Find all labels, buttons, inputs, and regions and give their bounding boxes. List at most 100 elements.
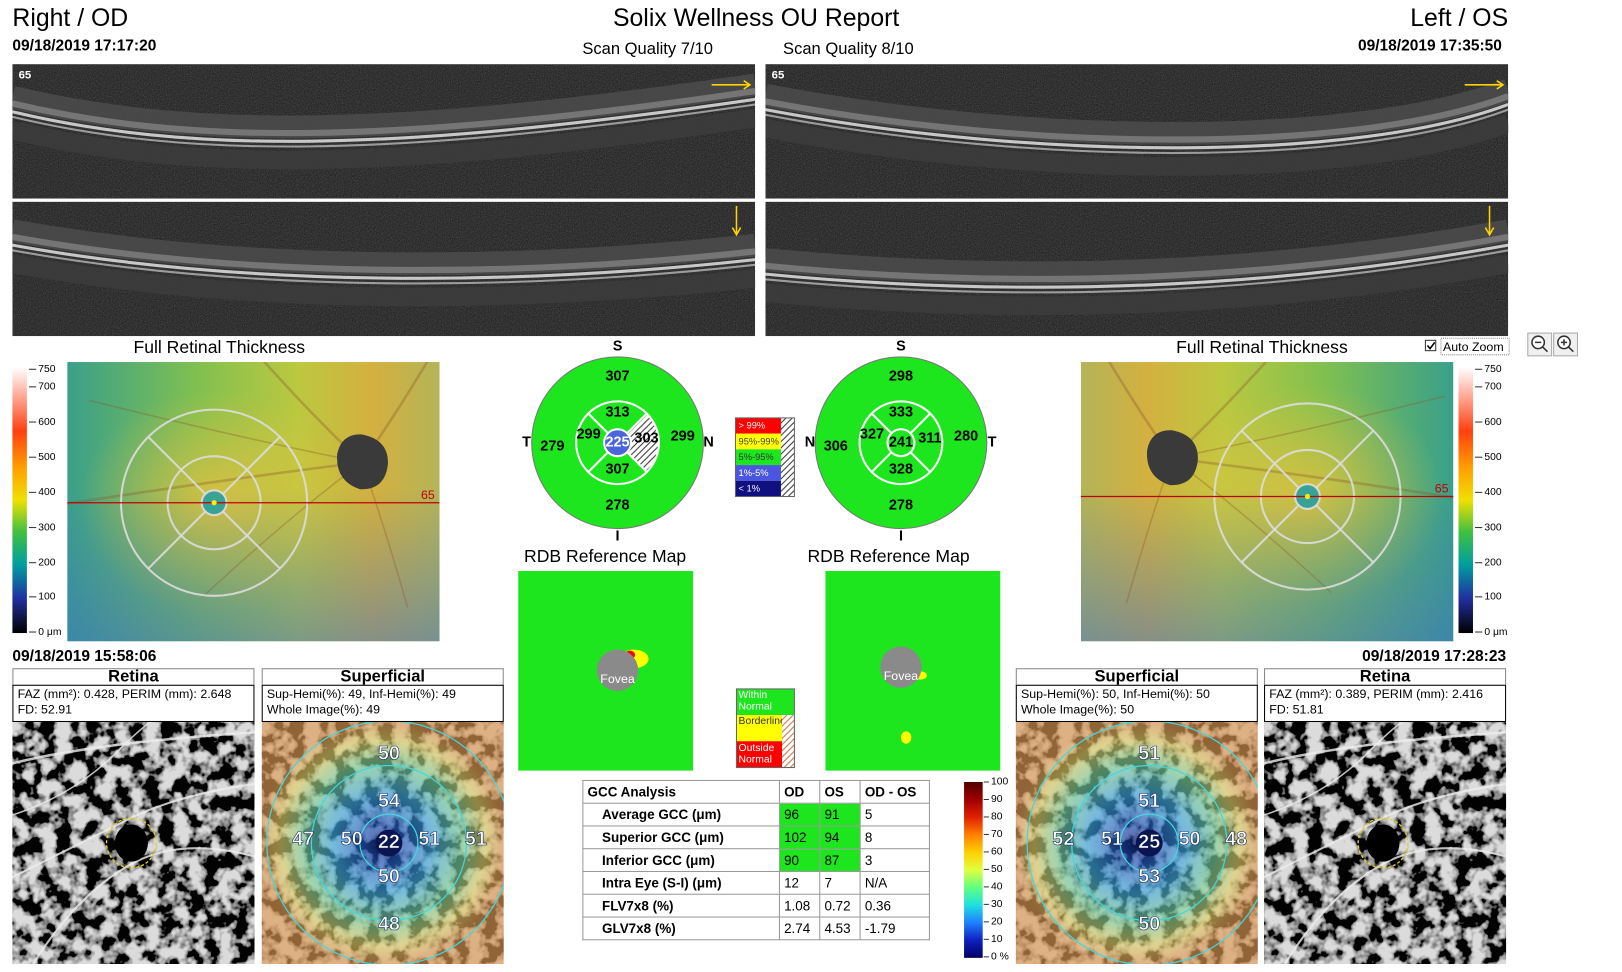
panel-header: Superficial <box>1015 668 1258 686</box>
zoom-out[interactable] <box>1527 332 1553 357</box>
density-value: 48 <box>1225 828 1247 850</box>
scan-arrow <box>1464 80 1505 90</box>
colorbar-label: 300 <box>38 522 55 533</box>
fovea-label: Fovea <box>600 672 635 686</box>
bscan: 65 <box>765 64 1509 199</box>
etdrs-divider <box>1240 429 1300 489</box>
vessel <box>1264 731 1507 765</box>
sector-value: 299 <box>671 428 695 444</box>
colorbar-label: 500 <box>38 452 55 463</box>
colorbar-label: 60 <box>991 847 1003 858</box>
sector-divider <box>587 412 609 434</box>
colorbar-label: 100 <box>991 777 1008 788</box>
report-title: Solix Wellness OU Report <box>613 5 899 32</box>
retina-layer <box>765 219 1509 285</box>
info-line: Whole Image(%): 49 <box>266 702 381 717</box>
gcc-header-cell: OS <box>819 779 861 804</box>
os-thickness-title: Full Retinal Thickness <box>1176 337 1348 357</box>
scan-line-label: 65 <box>421 488 435 502</box>
legend-hatch <box>782 741 795 768</box>
vessel <box>12 722 158 816</box>
density-value: 25 <box>1138 831 1160 853</box>
icon <box>1560 339 1574 353</box>
etdrs-divider <box>222 436 281 495</box>
sector-value: 303 <box>634 430 658 446</box>
bscan <box>765 201 1509 337</box>
retina-layer <box>765 79 1509 145</box>
sector-label: T <box>522 435 531 451</box>
retina-layer <box>765 103 1509 150</box>
sector-hatched <box>627 413 659 472</box>
faz-outline <box>1357 817 1409 869</box>
optic-disc <box>337 434 388 490</box>
retina-layer <box>12 87 756 137</box>
legend-swatch <box>735 449 781 466</box>
retina-layer <box>12 219 756 276</box>
info-line: FD: 52.91 <box>17 702 73 717</box>
colorbar-label: 90 <box>991 794 1003 805</box>
gcc-cell: N/A <box>859 870 930 895</box>
sector-value: 279 <box>540 439 564 455</box>
auto-zoom-label[interactable]: Auto Zoom <box>1443 340 1504 354</box>
retina-layer <box>765 243 1509 289</box>
colorbar-label: 0 μm <box>38 627 61 638</box>
gcc-row: Inferior GCC (μm) 90 87 3 <box>582 848 930 872</box>
etdrs-divider <box>147 436 207 495</box>
sector-value: 278 <box>889 498 913 514</box>
scan-arrow <box>731 205 742 237</box>
gcc-row: Superior GCC (μm) 102 94 8 <box>582 825 930 850</box>
info-box: Sup-Hemi(%): 49, Inf-Hemi(%): 49 Whole Im… <box>261 684 504 723</box>
legend-swatch <box>735 465 781 481</box>
angio-retina <box>12 722 255 965</box>
gcc-cell: -1.79 <box>859 916 930 941</box>
sector-center <box>603 428 633 458</box>
vessel <box>1171 395 1446 459</box>
gcc-cell: FLV7x8 (%) <box>582 893 780 918</box>
optic-disc <box>1146 430 1198 486</box>
info-line: FAZ (mm²): 0.428, PERIM (mm): 2.648 <box>17 686 232 702</box>
faz <box>1366 824 1400 862</box>
fovea-dot <box>211 500 217 506</box>
legend-swatch <box>735 480 781 497</box>
gcc-cell: 87 <box>819 848 861 872</box>
checkbox[interactable] <box>1424 339 1437 352</box>
icon <box>1535 341 1549 353</box>
gcc-cell: 0.36 <box>859 893 930 918</box>
sector-label: I <box>899 529 903 545</box>
legend-swatch <box>736 715 783 742</box>
sector-ring <box>266 722 504 965</box>
retina-layer <box>12 97 756 143</box>
info-line: Whole Image(%): 50 <box>1020 702 1135 717</box>
etdrs-divider <box>1240 504 1300 564</box>
zoom-in[interactable] <box>1553 332 1578 357</box>
gcc-cell: 94 <box>819 825 861 850</box>
od-rdb-title: RDB Reference Map <box>524 546 686 566</box>
sector-ring <box>575 400 660 486</box>
sector-label: N <box>703 435 713 451</box>
gcc-cell: 91 <box>819 802 861 827</box>
os-datetime: 09/18/2019 17:35:50 <box>1358 38 1502 55</box>
gcc-cell: 1.08 <box>778 893 821 918</box>
colorbar-label: 50 <box>991 864 1003 875</box>
auto-zoom[interactable]: Auto Zoom <box>1424 337 1510 356</box>
gcc-cell: 102 <box>778 825 821 850</box>
sector-label: S <box>613 338 623 354</box>
legend-swatch <box>736 688 783 716</box>
sector-divider <box>870 412 893 434</box>
colorbar-label: 0 μm <box>1484 627 1507 638</box>
legend-label: Outside Normal <box>738 742 775 766</box>
sector-divider <box>626 451 648 473</box>
rdb-blob <box>900 731 912 744</box>
sector-value: 306 <box>824 439 848 455</box>
info-box: FAZ (mm²): 0.389, PERIM (mm): 2.416 FD: 5… <box>1264 684 1507 723</box>
colorbar-label: 400 <box>38 487 55 498</box>
fovea-dot <box>1304 493 1311 500</box>
legend-swatch <box>735 433 781 450</box>
density-value: 52 <box>1052 828 1074 850</box>
angio-superficial: 50 54 47 50 22 51 51 50 48 <box>261 722 504 965</box>
retina-layer <box>765 254 1509 316</box>
check-mark <box>1426 341 1436 350</box>
legend-frame <box>735 688 795 769</box>
info-line: FAZ (mm²): 0.389, PERIM (mm): 2.416 <box>1269 686 1484 702</box>
